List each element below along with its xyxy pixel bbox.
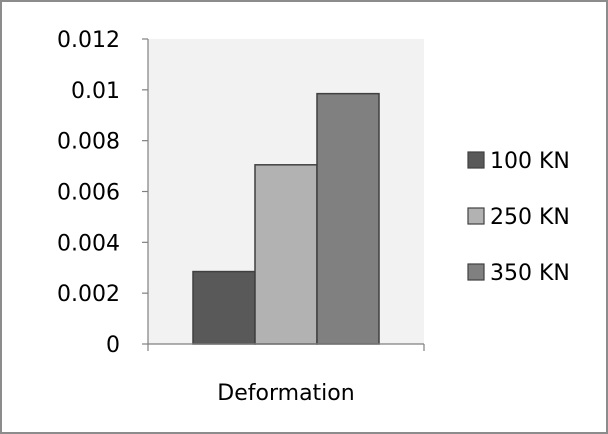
bars: [192, 92, 380, 345]
y-tick-label: 0.01: [71, 79, 120, 104]
bar-250-kn: [254, 164, 318, 345]
y-tick-label: 0.004: [57, 231, 120, 256]
y-tick-label: 0.006: [57, 181, 120, 206]
y-tick-label: 0.002: [57, 282, 120, 307]
legend-label: 350 KN: [490, 261, 570, 286]
legend-swatch: [467, 263, 485, 281]
y-tick-label: 0.012: [57, 28, 120, 53]
legend-swatch: [467, 207, 485, 225]
legend-label: 250 KN: [490, 205, 570, 230]
legend: 100 KN 250 KN 350 KN: [467, 149, 570, 286]
bar-100-kn: [192, 270, 256, 345]
bar-350-kn: [316, 92, 380, 345]
y-tick-label: 0: [106, 333, 120, 358]
legend-label: 100 KN: [490, 149, 570, 174]
y-tick-labels: 0 0.002 0.004 0.006 0.008 0.01 0.012: [57, 28, 120, 358]
x-category-labels: Deformation: [217, 381, 354, 406]
y-tick-label: 0.008: [57, 130, 120, 155]
legend-swatch: [467, 151, 485, 169]
x-category-label: Deformation: [217, 381, 354, 406]
axes: [142, 38, 425, 351]
